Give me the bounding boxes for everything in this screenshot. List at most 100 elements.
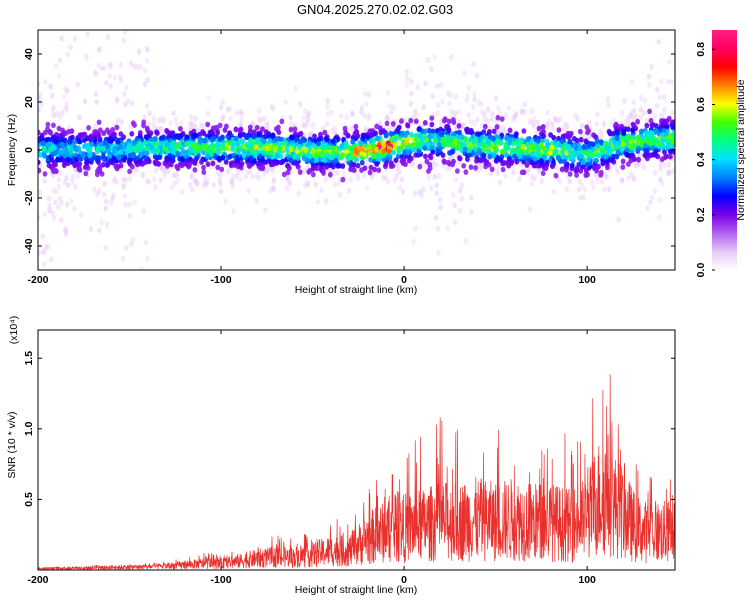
spectrogram-cell (238, 176, 243, 183)
spectrogram-cell (472, 91, 477, 98)
spectrogram-cell (438, 120, 444, 127)
spectrogram-cell (429, 115, 435, 121)
spectrogram-cell (482, 115, 487, 122)
spectrogram-cell (126, 98, 131, 105)
spectrogram-cell (567, 138, 573, 145)
spectrogram-cell (376, 167, 382, 173)
spectrogram-cell (323, 176, 328, 183)
spectrogram-cell (170, 149, 176, 155)
spectrogram-cell (485, 139, 491, 145)
spectrogram-cell (652, 151, 658, 157)
spectrogram-cell (312, 164, 317, 171)
spectrogram-cell (341, 170, 346, 177)
spectrogram-cell (578, 128, 583, 135)
spectrogram-cell (59, 199, 64, 206)
spectrogram-cell (386, 148, 392, 155)
spectrogram-cell (340, 163, 346, 169)
x-tick-label: 0 (401, 274, 407, 286)
spectrogram-cell (413, 190, 418, 197)
spectrogram-cell (302, 123, 308, 129)
spectrogram-cell (112, 177, 117, 184)
spectrogram-cell (374, 161, 380, 167)
spectrogram-cell (410, 162, 415, 169)
spectrogram-cell (126, 159, 132, 165)
spectrogram-cell (551, 188, 557, 195)
spectrogram-cell (398, 184, 403, 191)
spectrogram-cell (394, 128, 400, 134)
spectrogram-cell (564, 122, 570, 129)
spectrogram-cell (355, 170, 361, 177)
spectrogram-cell (96, 167, 102, 174)
spectrogram-cell (455, 168, 460, 174)
spectrogram-cell (531, 122, 536, 129)
spectrogram-cell (531, 119, 536, 126)
spectrogram-cell (121, 134, 126, 140)
figure-title: GN04.2025.270.02.02.G03 (297, 2, 453, 17)
spectrogram-cell (62, 318, 66, 324)
spectrogram-cell (383, 161, 389, 167)
spectrogram-cell (649, 145, 655, 151)
spectrogram-cell (590, 145, 596, 152)
spectrogram-cell (545, 143, 551, 149)
spectrogram-cell (62, 85, 68, 92)
spectrogram-cell (103, 198, 109, 205)
spectrogram-cell (633, 162, 638, 169)
spectrogram-cell (219, 166, 225, 173)
spectrogram-cell (360, 136, 365, 142)
spectrogram-cell (157, 154, 163, 160)
spectrogram-cell (519, 138, 524, 145)
spectrogram-cell (260, 126, 265, 132)
spectrogram-cell (630, 114, 635, 121)
spectrogram-cell (184, 134, 190, 140)
spectrogram-x-ticks: -200 -100 0 100 (27, 30, 596, 286)
spectrogram-cell (370, 174, 375, 181)
spectrogram-cell (158, 177, 163, 184)
spectrogram-cell (325, 111, 331, 118)
spectrogram-cell (235, 159, 241, 166)
spectrogram-cell (48, 83, 53, 90)
spectrogram-cell (206, 95, 211, 102)
spectrogram-cell (43, 78, 48, 85)
spectrogram-cell (258, 143, 264, 149)
spectrogram-cell (221, 113, 226, 120)
spectrogram-cell (216, 149, 221, 155)
spectrogram-cell (557, 116, 563, 123)
spectrogram-cell (494, 124, 500, 130)
spectrogram-cell (158, 125, 163, 132)
spectrogram-cell (527, 118, 533, 125)
spectrogram-cell (648, 140, 654, 147)
spectrogram-cell (241, 153, 247, 159)
spectrogram-cell (652, 112, 658, 119)
spectrogram-cell (666, 170, 672, 177)
spectrogram-cell (87, 152, 92, 159)
spectrogram-cell (348, 176, 353, 183)
spectrogram-cell (408, 99, 413, 106)
spectrogram-cell (175, 177, 180, 184)
spectrogram-cell (404, 68, 409, 75)
spectrogram-cell (479, 122, 484, 129)
spectrogram-cell (506, 104, 511, 111)
spectrogram-cell (409, 101, 414, 108)
snr-panel: -200 -100 0 100 0.5 1.0 1.5 Height of straigh… (6, 316, 676, 596)
spectrogram-cell (504, 134, 510, 141)
spectrogram-cell (235, 154, 240, 160)
spectrogram-cell (563, 121, 568, 128)
spectrogram-cell (103, 205, 108, 212)
spectrogram-cell (294, 161, 299, 167)
spectrogram-cell (538, 141, 544, 148)
spectrogram-cell (662, 107, 667, 114)
spectrogram-cell (38, 249, 41, 256)
spectrogram-cell (410, 159, 415, 166)
colorbar-label: Normalized spectral amplitude (735, 79, 747, 220)
spectrogram-cell (123, 30, 128, 35)
spectrogram-cell (526, 157, 531, 163)
spectrogram-cell (47, 129, 53, 135)
spectrogram-cell (539, 178, 544, 184)
spectrogram-cell (65, 51, 71, 58)
spectrogram-cell (72, 35, 78, 42)
spectrogram-cell (144, 102, 150, 109)
spectrogram-cell (97, 127, 103, 133)
spectrogram-cell (586, 156, 592, 163)
spectrogram-cell (438, 81, 444, 88)
spectrogram-cell (381, 143, 387, 150)
